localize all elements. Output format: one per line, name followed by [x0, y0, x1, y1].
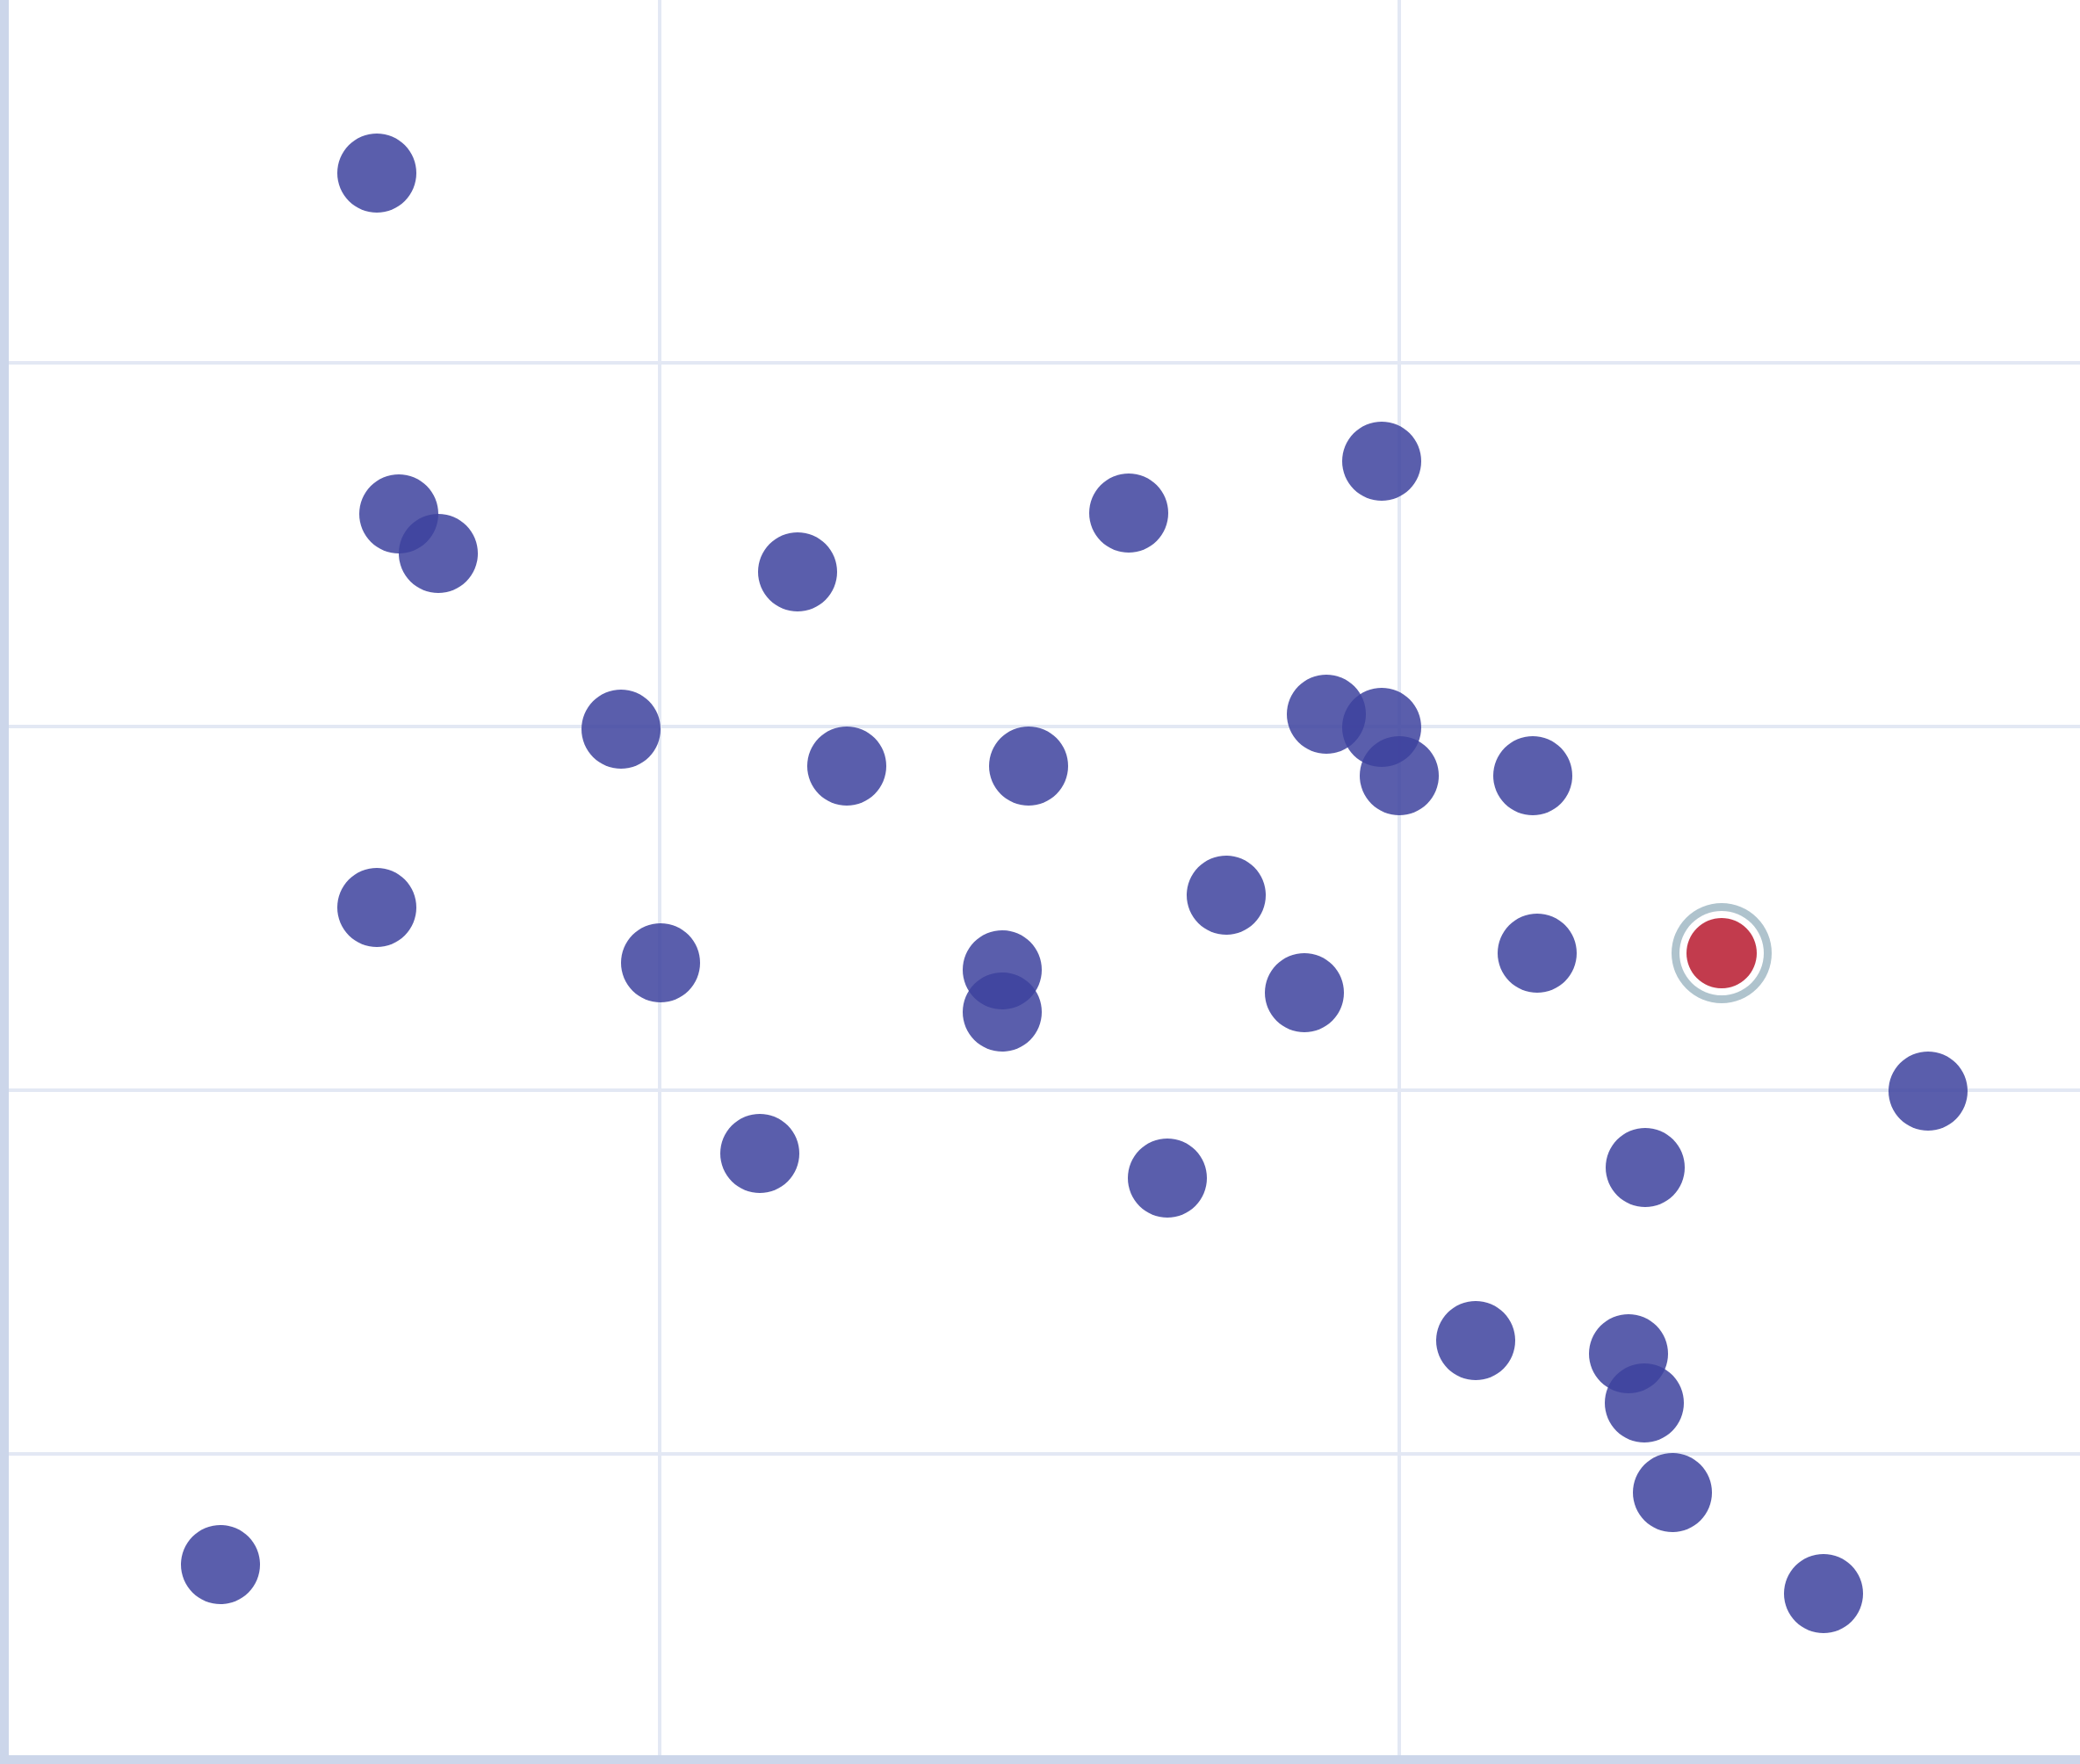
data-point[interactable]	[963, 972, 1042, 1052]
gridline-horizontal	[0, 1088, 2080, 1092]
data-point[interactable]	[1089, 474, 1168, 553]
highlighted-data-point[interactable]	[1686, 918, 1757, 988]
x-axis-line	[0, 1755, 2080, 1764]
gridline-vertical	[1398, 0, 1401, 1764]
data-point[interactable]	[1606, 1128, 1685, 1207]
data-point[interactable]	[1265, 953, 1344, 1032]
data-point[interactable]	[621, 923, 700, 1002]
gridline-horizontal	[0, 361, 2080, 365]
data-point[interactable]	[337, 868, 416, 947]
data-point[interactable]	[1128, 1139, 1207, 1218]
gridline-horizontal	[0, 1452, 2080, 1456]
data-point[interactable]	[1633, 1453, 1712, 1532]
data-point[interactable]	[581, 690, 661, 769]
data-point[interactable]	[720, 1114, 799, 1193]
data-point[interactable]	[1784, 1554, 1863, 1633]
data-point[interactable]	[337, 134, 416, 213]
data-point[interactable]	[1498, 914, 1577, 993]
data-point[interactable]	[1889, 1052, 1968, 1131]
data-point[interactable]	[807, 727, 886, 806]
data-point[interactable]	[1436, 1301, 1515, 1380]
data-point[interactable]	[1605, 1363, 1684, 1442]
data-point[interactable]	[989, 727, 1068, 806]
data-point[interactable]	[758, 532, 837, 611]
data-point[interactable]	[1493, 736, 1572, 815]
data-point[interactable]	[181, 1525, 260, 1604]
gridline-horizontal	[0, 725, 2080, 728]
y-axis-line	[0, 0, 9, 1764]
data-point[interactable]	[399, 514, 478, 593]
data-point[interactable]	[1360, 736, 1439, 815]
data-point[interactable]	[1187, 856, 1266, 935]
data-point[interactable]	[1342, 422, 1421, 501]
gridline-vertical	[658, 0, 661, 1764]
